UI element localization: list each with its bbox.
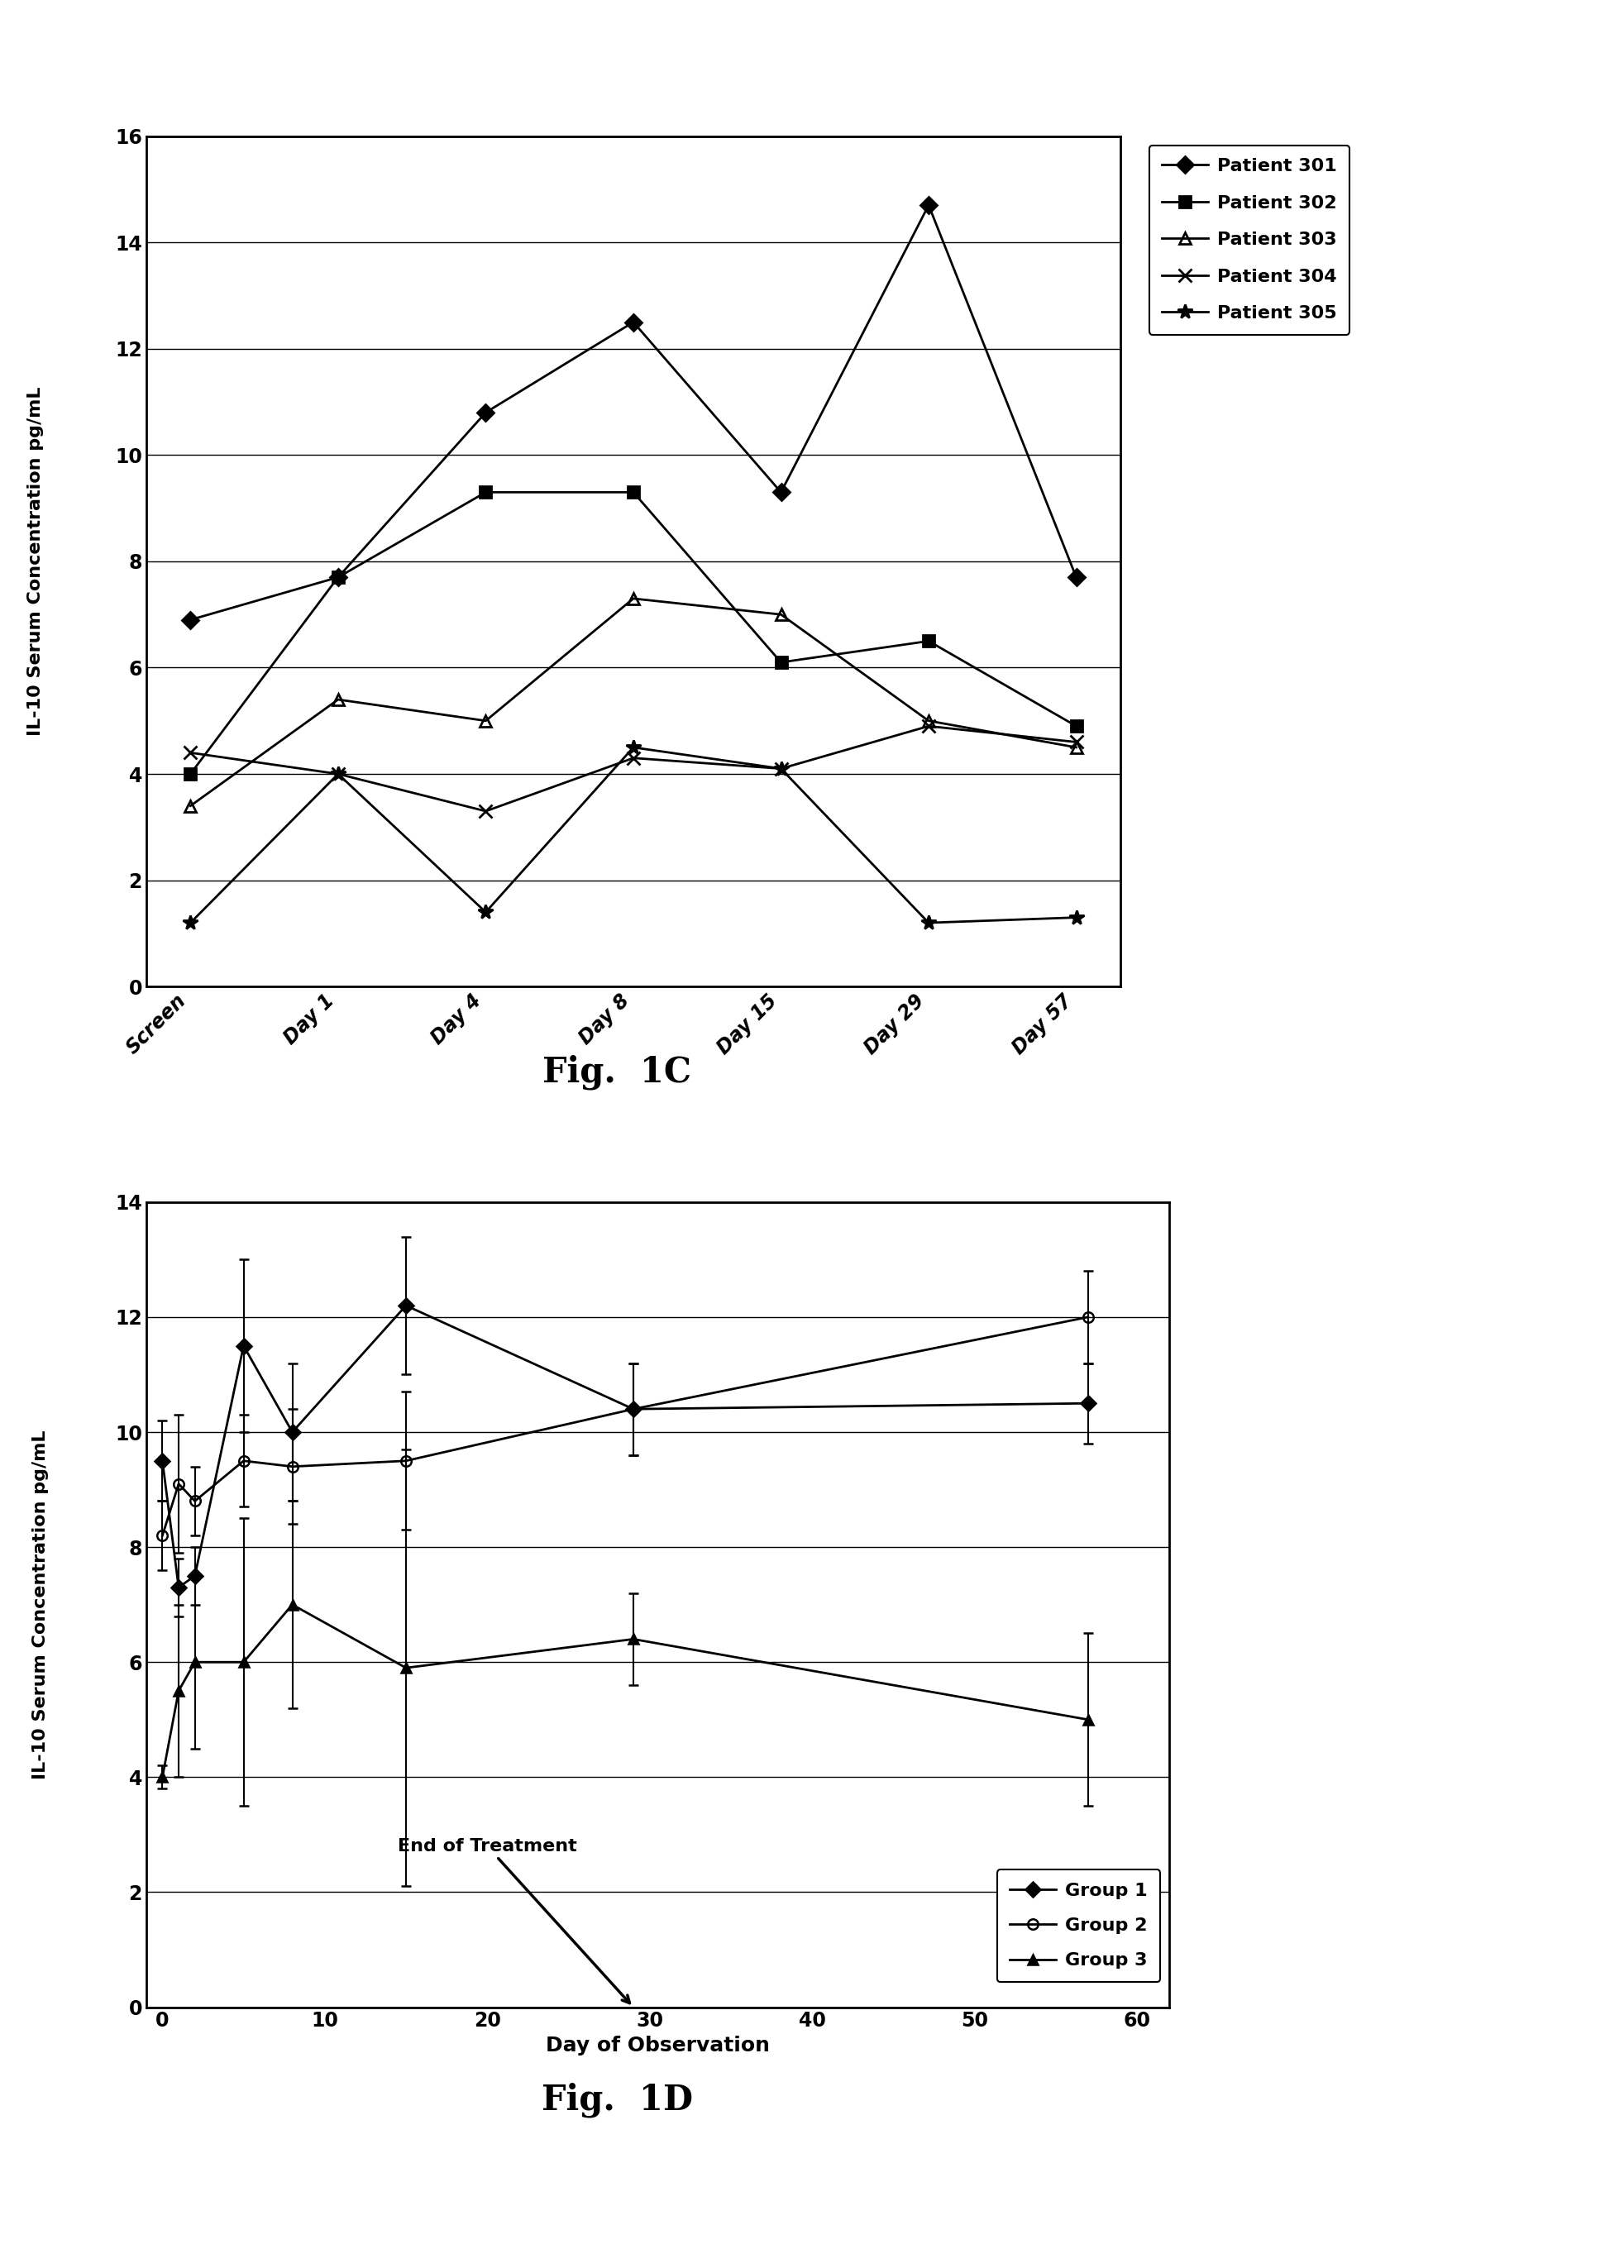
Text: End of Treatment: End of Treatment <box>398 1837 630 2003</box>
Y-axis label: IL-10 Serum Concentration pg/mL: IL-10 Serum Concentration pg/mL <box>32 1429 49 1780</box>
Y-axis label: IL-10 Serum Concentration pg/mL: IL-10 Serum Concentration pg/mL <box>28 386 44 737</box>
X-axis label: Day of Observation: Day of Observation <box>546 2037 770 2055</box>
Legend: Group 1, Group 2, Group 3: Group 1, Group 2, Group 3 <box>997 1869 1160 1982</box>
Text: Fig.  1D: Fig. 1D <box>541 2082 693 2116</box>
Text: Fig.  1C: Fig. 1C <box>542 1055 692 1089</box>
Legend: Patient 301, Patient 302, Patient 303, Patient 304, Patient 305: Patient 301, Patient 302, Patient 303, P… <box>1150 145 1350 333</box>
